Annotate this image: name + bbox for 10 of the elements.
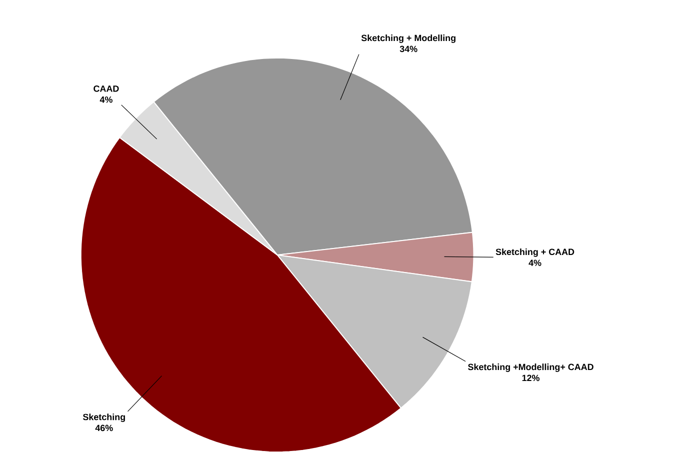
slice-label: Sketching + Modelling — [361, 34, 456, 43]
data-label: 46% — [95, 424, 113, 432]
slice-label: Sketching — [82, 414, 125, 422]
data-label: 34% — [400, 46, 418, 52]
slice-label: Sketching + CAAD — [496, 248, 574, 257]
data-label: 12% — [522, 374, 540, 382]
slice-label: CAAD — [94, 85, 119, 92]
data-label: 4% — [100, 96, 112, 103]
slice-label: Sketching +Modelling+ CAAD — [468, 364, 594, 372]
data-label: 4% — [528, 260, 542, 266]
